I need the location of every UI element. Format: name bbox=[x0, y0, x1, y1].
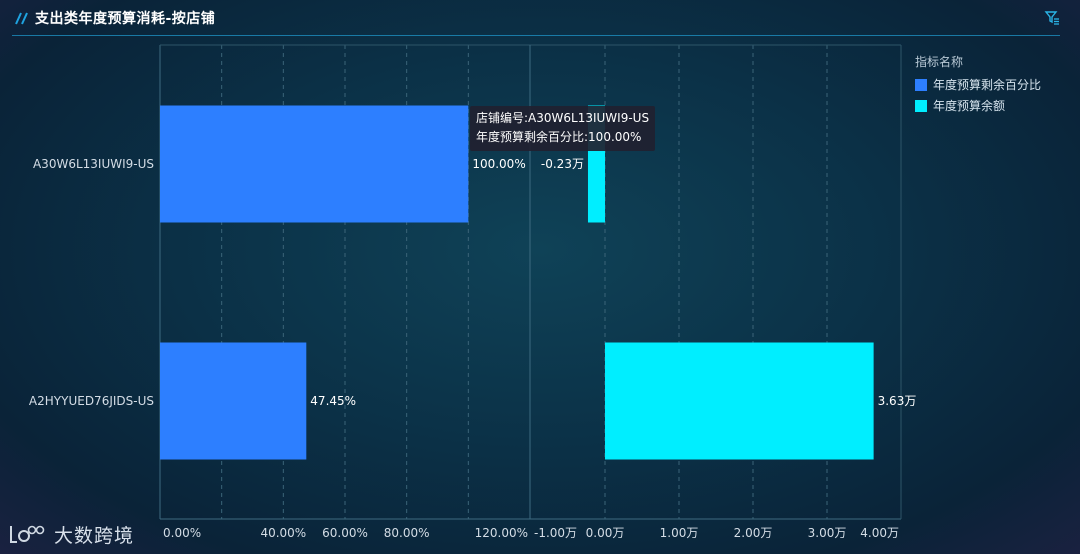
legend-label: 年度预算余额 bbox=[933, 99, 1006, 113]
bar bbox=[160, 342, 307, 460]
double-slash-icon bbox=[15, 12, 28, 25]
chart-tooltip: 店铺编号:A30W6L13IUWI9-US 年度预算剩余百分比:100.00% bbox=[470, 106, 656, 151]
legend-item-remaining-percent[interactable]: 年度预算剩余百分比 bbox=[915, 76, 1041, 93]
data-label: 100.00% bbox=[472, 157, 525, 171]
tick-label: 120.00% bbox=[475, 526, 528, 540]
category-label: A2HYYUED76JIDS-US bbox=[29, 394, 154, 408]
tick-label: 0.00万 bbox=[586, 526, 625, 540]
bar bbox=[160, 105, 469, 223]
bar bbox=[605, 342, 874, 460]
tick-label: 40.00% bbox=[260, 526, 306, 540]
brand-name: 大数跨境 bbox=[54, 524, 135, 547]
label-layer: A30W6L13IUWI9-US A2HYYUED76JIDS-US 0.00% 40… bbox=[29, 157, 916, 540]
tick-label: 4.00万 bbox=[860, 526, 899, 540]
legend: 指标名称 年度预算剩余百分比 年度预算余额 bbox=[915, 53, 1041, 118]
tooltip-store-id: 店铺编号:A30W6L13IUWI9-US bbox=[476, 111, 650, 125]
legend-title: 指标名称 bbox=[915, 55, 964, 69]
tick-label: 1.00万 bbox=[660, 526, 699, 540]
tick-label: 0.00% bbox=[163, 526, 201, 540]
legend-swatch bbox=[915, 99, 927, 112]
tick-label: 60.00% bbox=[322, 526, 368, 540]
data-label: 47.45% bbox=[310, 394, 356, 408]
tick-label: 80.00% bbox=[384, 526, 430, 540]
filter-icon[interactable] bbox=[1044, 9, 1060, 25]
data-label: -0.23万 bbox=[541, 157, 584, 171]
brand-logo-icon bbox=[10, 525, 45, 543]
brand-watermark: 大数跨境 bbox=[8, 520, 134, 548]
tick-label: -1.00万 bbox=[534, 526, 577, 540]
header-divider bbox=[12, 35, 1060, 36]
category-label: A30W6L13IUWI9-US bbox=[33, 157, 154, 171]
tooltip-value: 年度预算剩余百分比:100.00% bbox=[476, 130, 642, 144]
legend-item-remaining-balance[interactable]: 年度预算余额 bbox=[915, 97, 1041, 114]
legend-label: 年度预算剩余百分比 bbox=[933, 78, 1042, 92]
legend-swatch bbox=[915, 78, 927, 91]
panel-header: 支出类年度预算消耗-按店铺 bbox=[12, 4, 1060, 34]
panel-title: 支出类年度预算消耗-按店铺 bbox=[35, 11, 216, 27]
data-label: 3.63万 bbox=[878, 394, 917, 408]
tick-label: 3.00万 bbox=[808, 526, 847, 540]
tick-label: 2.00万 bbox=[734, 526, 773, 540]
